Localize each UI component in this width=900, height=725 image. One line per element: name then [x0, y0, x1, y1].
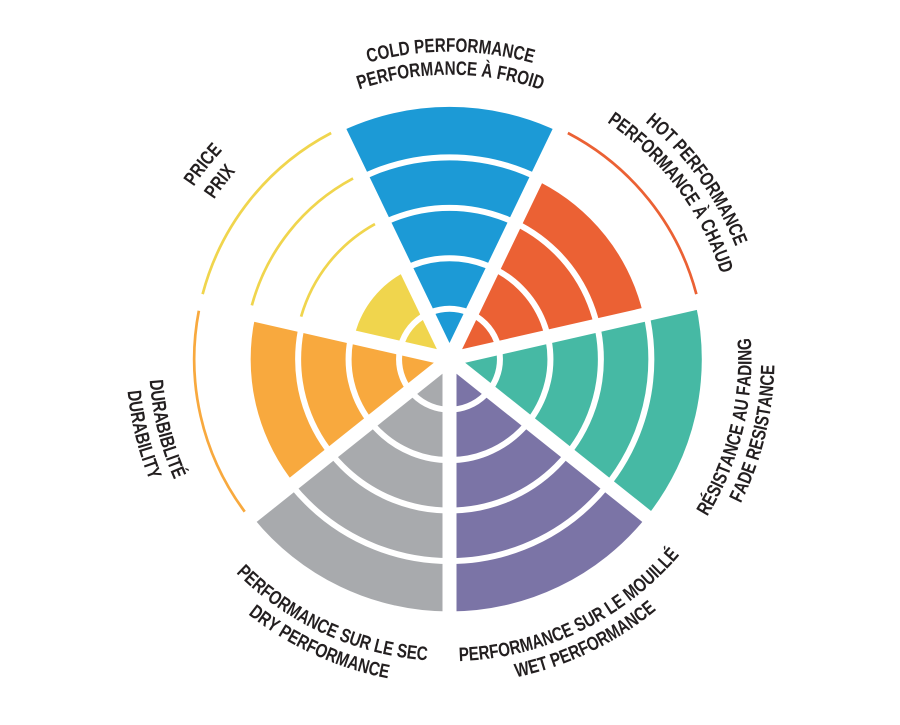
svg-text:O: O [496, 637, 512, 661]
svg-text:A: A [753, 394, 777, 408]
svg-text:D: D [145, 379, 168, 392]
svg-text:P: P [413, 35, 426, 58]
svg-text:B: B [131, 430, 155, 446]
svg-text:I: I [137, 452, 160, 463]
svg-text:U: U [729, 398, 753, 412]
svg-text:F: F [495, 61, 508, 85]
svg-text:C: C [455, 57, 467, 80]
svg-text:F: F [488, 639, 501, 662]
svg-text:O: O [455, 34, 468, 57]
svg-text:M: M [420, 57, 434, 80]
svg-text:A: A [727, 408, 751, 423]
svg-text:R: R [467, 34, 480, 57]
svg-text:S: S [750, 414, 774, 428]
svg-text:G: G [733, 338, 756, 351]
svg-text:F: F [446, 34, 456, 56]
svg-text:E: E [756, 364, 779, 375]
svg-text:A: A [490, 37, 505, 61]
svg-text:A: A [732, 374, 755, 387]
svg-text:I: I [749, 423, 772, 432]
svg-text:R: R [504, 63, 520, 87]
svg-text:I: I [734, 361, 756, 365]
svg-text:A: A [128, 420, 152, 436]
svg-text:R: R [374, 64, 390, 88]
svg-text:E: E [377, 659, 391, 683]
svg-text:C: C [511, 41, 527, 65]
svg-text:L: L [387, 38, 400, 62]
svg-text:N: N [734, 350, 756, 361]
svg-text:R: R [507, 635, 523, 659]
svg-text:E: E [406, 640, 419, 663]
svg-text:S: S [395, 639, 409, 663]
svg-text:M: M [517, 632, 535, 657]
svg-text:U: U [124, 399, 148, 413]
svg-text:E: E [381, 636, 396, 660]
svg-text:E: E [468, 642, 480, 665]
svg-text:M: M [478, 35, 493, 59]
svg-text:D: D [397, 36, 411, 60]
svg-text:P: P [458, 643, 470, 666]
svg-text:R: R [126, 410, 150, 425]
svg-text:O: O [515, 65, 532, 90]
svg-text:À: À [480, 58, 494, 83]
svg-text:O: O [396, 60, 411, 84]
svg-text:A: A [149, 409, 173, 424]
svg-text:R: R [477, 641, 491, 664]
svg-text:E: E [466, 57, 478, 80]
svg-text:I: I [133, 440, 156, 450]
svg-text:C: C [416, 642, 429, 665]
svg-text:R: R [434, 34, 446, 57]
svg-text:N: N [445, 57, 456, 79]
svg-text:O: O [375, 40, 391, 64]
svg-text:W: W [512, 657, 531, 682]
svg-text:A: A [433, 57, 445, 80]
svg-text:F: F [732, 385, 755, 397]
svg-text:R: R [148, 399, 172, 414]
svg-text:D: D [733, 364, 756, 376]
svg-text:I: I [161, 452, 183, 463]
svg-text:E: E [424, 34, 436, 57]
svg-text:N: N [755, 384, 778, 397]
svg-text:R: R [408, 58, 422, 81]
svg-text:C: C [756, 374, 779, 387]
svg-text:T: T [752, 405, 776, 418]
svg-text:D: D [123, 389, 146, 402]
svg-text:U: U [146, 389, 169, 403]
svg-text:B: B [152, 419, 176, 435]
svg-text:I: I [154, 430, 177, 440]
svg-text:N: N [501, 39, 516, 63]
svg-text:I: I [526, 68, 536, 91]
